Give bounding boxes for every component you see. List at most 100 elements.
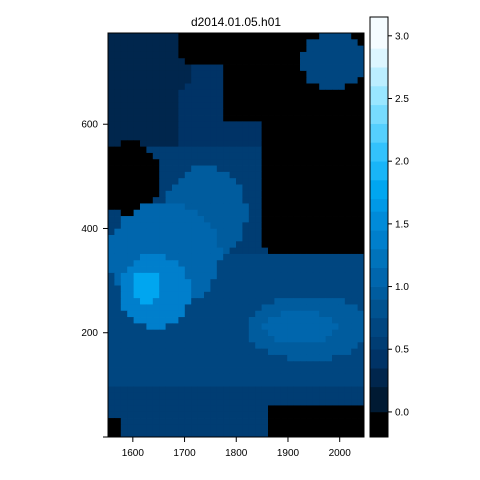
heatmap-cell [216,58,224,65]
heatmap-cell [159,127,166,135]
heatmap-cell [287,323,294,331]
heatmap-cell [242,329,250,337]
heatmap-cell [146,140,154,148]
heatmap-cell [172,89,179,97]
heatmap-cell [280,266,288,274]
heatmap-cell [351,108,358,116]
heatmap-cell [287,411,294,419]
heatmap-cell [338,190,346,198]
heatmap-cell [133,272,141,280]
heatmap-cell [255,272,262,280]
heatmap-cell [293,165,301,173]
heatmap-cell [159,298,166,305]
heatmap-cell [357,310,364,318]
heatmap-cell [210,203,218,211]
heatmap-cell [114,58,122,65]
heatmap-cell [325,209,333,217]
heatmap-cell [172,266,179,274]
heatmap-cell [223,77,230,84]
heatmap-cell [191,171,198,179]
heatmap-cell [293,140,301,148]
heatmap-cell [255,159,262,166]
heatmap-cell [268,323,275,331]
heatmap-cell [114,329,122,337]
heatmap-cell [191,228,198,236]
heatmap-cell [191,96,198,103]
colorbar-tick-label: 0.0 [395,407,409,418]
heatmap-cell [319,285,326,293]
heatmap-cell [191,329,198,337]
heatmap-cell [152,253,160,261]
heatmap-cell [127,171,134,179]
heatmap-cell [197,310,205,318]
heatmap-cell [146,89,154,97]
heatmap-cell [255,430,262,437]
heatmap-cell [319,77,326,84]
heatmap-cell [146,83,154,91]
heatmap-cell [325,190,333,198]
heatmap-cell [248,51,256,59]
heatmap-cell [338,241,346,249]
heatmap-cell [319,361,326,368]
heatmap-cell [242,430,250,437]
heatmap-cell [255,336,262,343]
heatmap-cell [223,272,230,280]
heatmap-cell [261,405,269,413]
heatmap-cell [152,58,160,65]
heatmap-cell [319,96,326,103]
heatmap-cell [338,165,346,173]
heatmap-cell [351,146,358,154]
heatmap-cell [146,77,154,84]
heatmap-cell [300,241,307,249]
heatmap-cell [120,424,128,432]
heatmap-cell [332,222,339,230]
heatmap-cell [344,317,352,324]
heatmap-cell [204,336,211,343]
heatmap-cell [108,51,115,59]
heatmap-cell [197,336,205,343]
heatmap-cell [287,317,294,324]
heatmap-cell [140,58,147,65]
heatmap-cell [108,222,115,230]
heatmap-cell [216,235,224,242]
heatmap-cell [204,317,211,324]
heatmap-cell [236,108,243,116]
heatmap-cell [146,241,154,249]
heatmap-cell [325,291,333,299]
heatmap-cell [268,386,275,394]
heatmap-cell [357,405,364,413]
heatmap-cell [332,386,339,394]
heatmap-cell [140,411,147,419]
heatmap-cell [357,304,364,312]
heatmap-cell [178,235,186,242]
heatmap-cell [325,216,333,223]
heatmap-cell [191,197,198,204]
heatmap-cell [159,159,166,166]
heatmap-cell [306,241,314,249]
heatmap-cell [274,430,282,437]
heatmap-cell [255,108,262,116]
heatmap-cell [216,279,224,286]
heatmap-cell [210,260,218,267]
heatmap-cell [332,430,339,437]
heatmap-cell [357,399,364,406]
heatmap-cell [114,241,122,249]
heatmap-cell [133,58,141,65]
heatmap-cell [197,89,205,97]
heatmap-cell [216,266,224,274]
heatmap-cell [140,134,147,141]
heatmap-cell [133,171,141,179]
heatmap-cell [274,184,282,192]
heatmap-cell [351,228,358,236]
heatmap-cell [338,45,346,53]
heatmap-cell [178,102,186,110]
heatmap-cell [133,310,141,318]
heatmap-cell [223,222,230,230]
heatmap-cell [159,354,166,362]
heatmap-cell [120,216,128,223]
heatmap-cell [216,272,224,280]
heatmap-cell [178,178,186,185]
heatmap-cell [204,178,211,185]
heatmap-cell [332,310,339,318]
heatmap-cell [287,228,294,236]
